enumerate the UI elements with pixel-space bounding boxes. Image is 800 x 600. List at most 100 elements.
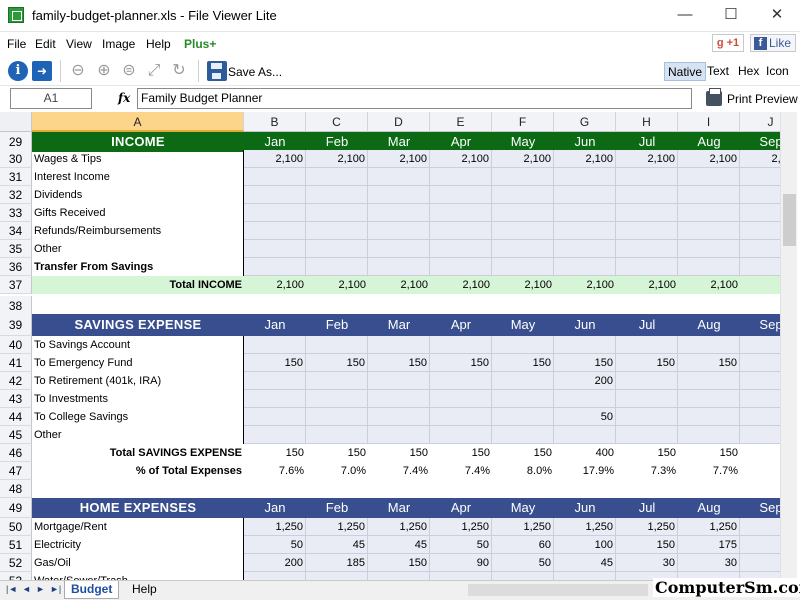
data-cell[interactable] [678, 168, 740, 186]
data-cell[interactable] [244, 222, 306, 240]
data-cell[interactable]: 2,100 [492, 150, 554, 168]
row-number[interactable]: 36 [0, 258, 32, 276]
month-header[interactable]: Jul [616, 314, 678, 336]
data-cell[interactable] [244, 336, 306, 354]
data-cell[interactable] [740, 168, 780, 186]
fit-to-window-icon[interactable]: ⤢ [147, 62, 161, 79]
data-cell[interactable]: 150 [306, 354, 368, 372]
total-cell[interactable]: 2,100 [616, 276, 678, 294]
month-header[interactable]: Jul [616, 498, 678, 518]
total-cell[interactable]: 150 [368, 444, 430, 462]
total-cell[interactable]: 2,100 [306, 276, 368, 294]
data-cell[interactable]: 175 [678, 536, 740, 554]
total-cell[interactable]: 2,100 [368, 276, 430, 294]
row-label[interactable]: To Emergency Fund [32, 354, 244, 372]
data-cell[interactable]: 45 [368, 536, 430, 554]
data-cell[interactable] [678, 408, 740, 426]
data-cell[interactable] [430, 204, 492, 222]
data-cell[interactable] [616, 168, 678, 186]
empty-cell[interactable] [678, 296, 740, 316]
data-cell[interactable]: 50 [554, 408, 616, 426]
save-icon[interactable] [207, 61, 227, 81]
data-cell[interactable] [430, 372, 492, 390]
empty-cell[interactable] [306, 296, 368, 316]
row-number[interactable]: 53 [0, 572, 32, 580]
data-cell[interactable] [492, 572, 554, 580]
maximize-button[interactable]: ☐ [724, 6, 738, 23]
minimize-button[interactable]: — [677, 6, 693, 23]
data-cell[interactable] [306, 390, 368, 408]
data-cell[interactable]: 45 [306, 536, 368, 554]
month-header[interactable]: Sep [740, 314, 780, 336]
empty-cell[interactable] [430, 480, 492, 498]
empty-cell[interactable] [740, 296, 780, 316]
data-cell[interactable] [492, 186, 554, 204]
formula-input[interactable]: Family Budget Planner [137, 88, 692, 109]
row-number[interactable]: 45 [0, 426, 32, 444]
data-cell[interactable] [492, 240, 554, 258]
data-cell[interactable]: 150 [244, 354, 306, 372]
column-header-e[interactable]: E [430, 112, 492, 132]
data-cell[interactable] [616, 186, 678, 204]
data-cell[interactable] [368, 222, 430, 240]
data-cell[interactable] [740, 240, 780, 258]
data-cell[interactable] [244, 426, 306, 444]
month-header[interactable]: May [492, 498, 554, 518]
total-cell[interactable]: 2,100 [678, 276, 740, 294]
data-cell[interactable] [740, 536, 780, 554]
row-number[interactable]: 52 [0, 554, 32, 572]
empty-cell[interactable] [244, 480, 306, 498]
data-cell[interactable] [244, 168, 306, 186]
data-cell[interactable]: 150 [368, 554, 430, 572]
row-number[interactable]: 38 [0, 296, 32, 316]
data-cell[interactable] [740, 426, 780, 444]
data-cell[interactable]: 100 [554, 536, 616, 554]
row-label[interactable]: Dividends [32, 186, 244, 204]
month-header[interactable]: Apr [430, 132, 492, 152]
data-cell[interactable]: 50 [430, 536, 492, 554]
select-all-corner[interactable] [0, 112, 32, 132]
data-cell[interactable] [678, 186, 740, 204]
total-cell[interactable]: 150 [306, 444, 368, 462]
data-cell[interactable]: 2,100 [430, 150, 492, 168]
data-cell[interactable] [368, 240, 430, 258]
data-cell[interactable]: 150 [616, 536, 678, 554]
total-cell[interactable]: 400 [554, 444, 616, 462]
data-cell[interactable] [678, 426, 740, 444]
menu-edit[interactable]: Edit [35, 37, 56, 51]
column-header-d[interactable]: D [368, 112, 430, 132]
data-cell[interactable] [368, 168, 430, 186]
vertical-scroll-thumb[interactable] [783, 194, 796, 246]
column-header-b[interactable]: B [244, 112, 306, 132]
data-cell[interactable] [368, 426, 430, 444]
data-cell[interactable]: 1,250 [678, 518, 740, 536]
menu-file[interactable]: File [7, 37, 27, 51]
month-header[interactable]: Aug [678, 498, 740, 518]
data-cell[interactable] [678, 390, 740, 408]
data-cell[interactable] [616, 426, 678, 444]
row-number[interactable]: 40 [0, 336, 32, 354]
data-cell[interactable] [740, 258, 780, 276]
data-cell[interactable] [430, 186, 492, 204]
row-label[interactable]: Gifts Received [32, 204, 244, 222]
data-cell[interactable] [554, 240, 616, 258]
data-cell[interactable] [554, 168, 616, 186]
total-cell[interactable]: 150 [430, 444, 492, 462]
row-number[interactable]: 41 [0, 354, 32, 372]
data-cell[interactable] [492, 168, 554, 186]
row-label[interactable]: To Investments [32, 390, 244, 408]
row-label[interactable]: Wages & Tips [32, 150, 244, 168]
row-number[interactable]: 49 [0, 498, 32, 518]
column-header-j[interactable]: J [740, 112, 780, 132]
column-header-g[interactable]: G [554, 112, 616, 132]
data-cell[interactable]: 1,250 [554, 518, 616, 536]
vertical-scrollbar[interactable] [780, 112, 797, 580]
data-cell[interactable] [554, 426, 616, 444]
save-as-button[interactable]: Save As... [228, 65, 283, 79]
month-header[interactable]: Aug [678, 132, 740, 152]
data-cell[interactable] [554, 572, 616, 580]
row-number[interactable]: 34 [0, 222, 32, 240]
data-cell[interactable]: 185 [306, 554, 368, 572]
row-label[interactable]: Electricity [32, 536, 244, 554]
column-header-i[interactable]: I [678, 112, 740, 132]
